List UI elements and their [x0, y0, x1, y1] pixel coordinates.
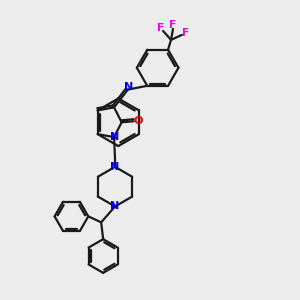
Text: F: F [169, 20, 177, 30]
Text: N: N [110, 162, 120, 172]
Text: N: N [110, 132, 120, 142]
Text: F: F [182, 28, 189, 38]
Text: O: O [134, 116, 143, 126]
Text: F: F [157, 23, 164, 33]
Text: N: N [124, 82, 134, 92]
Text: N: N [110, 202, 120, 212]
